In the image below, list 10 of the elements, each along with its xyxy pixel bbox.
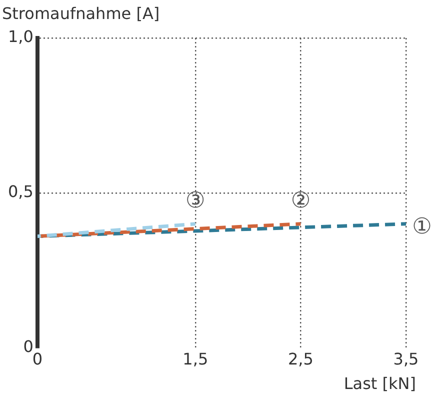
- y-axis-title: Stromaufnahme [A]: [2, 4, 160, 23]
- x-axis-title: Last [kN]: [344, 374, 416, 393]
- x-tick-label: 3,5: [393, 350, 419, 369]
- x-tick-label: 1,5: [182, 350, 208, 369]
- y-tick-label: 0: [23, 336, 34, 356]
- y-tick-label: 1,0: [8, 27, 34, 46]
- x-tick-label: 2,5: [288, 350, 314, 369]
- annotation: ①: [412, 214, 432, 240]
- y-tick-label: 0,5: [8, 182, 34, 202]
- annotation: ③: [186, 188, 206, 214]
